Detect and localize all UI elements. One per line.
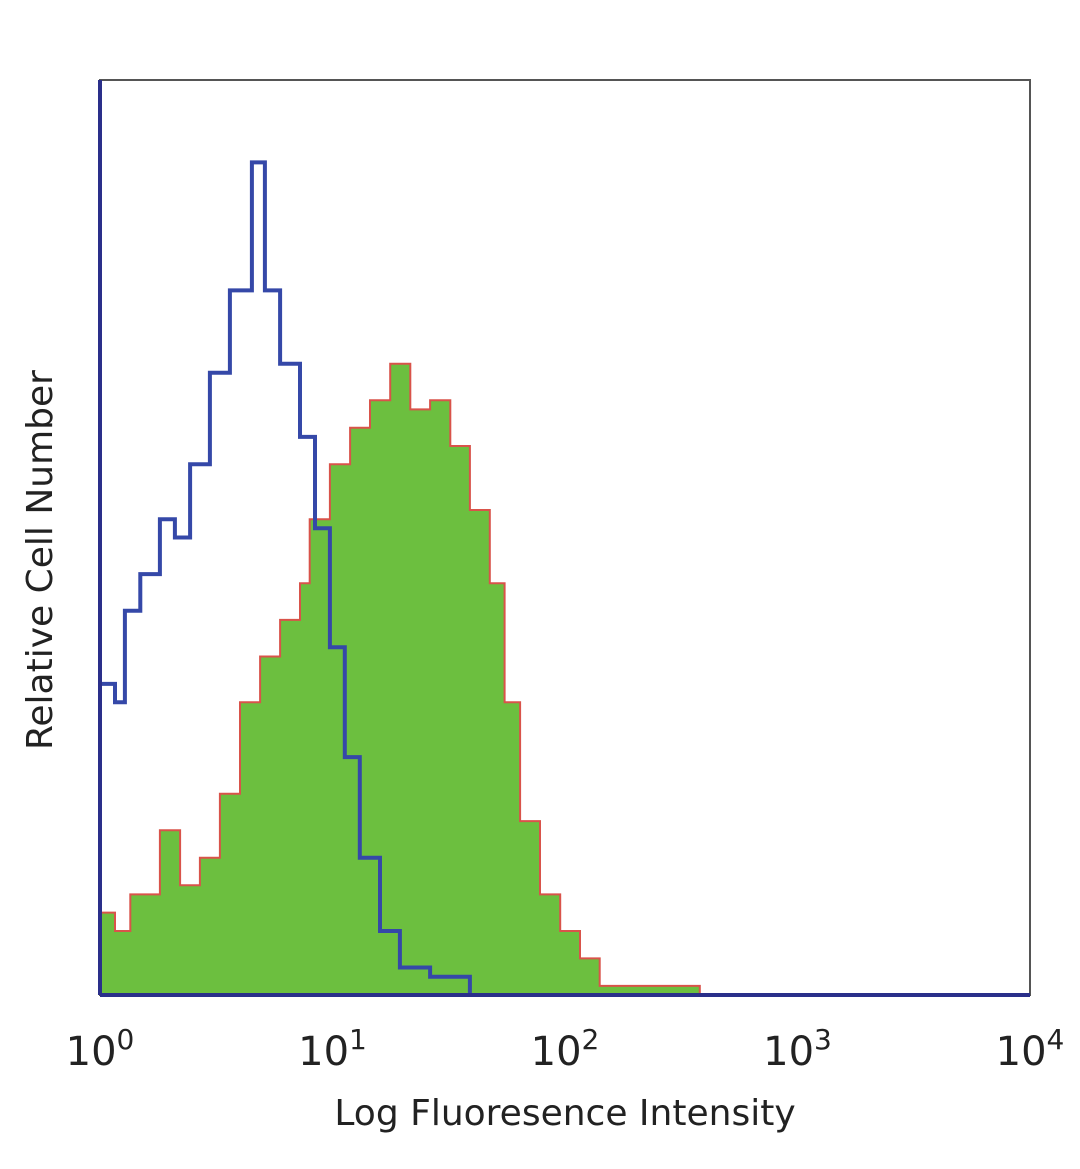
x-tick-exponent: 0 [117, 1023, 135, 1056]
x-tick-base: 10 [66, 1029, 117, 1075]
x-tick-exponent: 4 [1047, 1023, 1065, 1056]
outline-histogram-series [100, 160, 472, 995]
x-tick-label: 103 [763, 1023, 832, 1075]
x-tick-base: 10 [531, 1029, 582, 1075]
x-tick-label: 104 [996, 1023, 1065, 1075]
x-tick-label: 100 [66, 1023, 135, 1075]
x-axis-label: Log Fluoresence Intensity [334, 1093, 795, 1134]
filled-histogram-series [99, 362, 701, 996]
x-tick-label: 101 [298, 1023, 367, 1075]
x-tick-exponent: 1 [349, 1023, 367, 1056]
x-tick-labels: 100 101 102 103 104 [66, 1023, 1065, 1075]
series-layer [99, 160, 701, 996]
x-tick-label: 102 [531, 1023, 600, 1075]
x-tick-base: 10 [298, 1029, 349, 1075]
x-tick-base: 10 [996, 1029, 1047, 1075]
x-tick-exponent: 2 [582, 1023, 600, 1056]
y-axis-label: Relative Cell Number [20, 370, 61, 750]
x-tick-base: 10 [763, 1029, 814, 1075]
x-tick-exponent: 3 [814, 1023, 832, 1056]
